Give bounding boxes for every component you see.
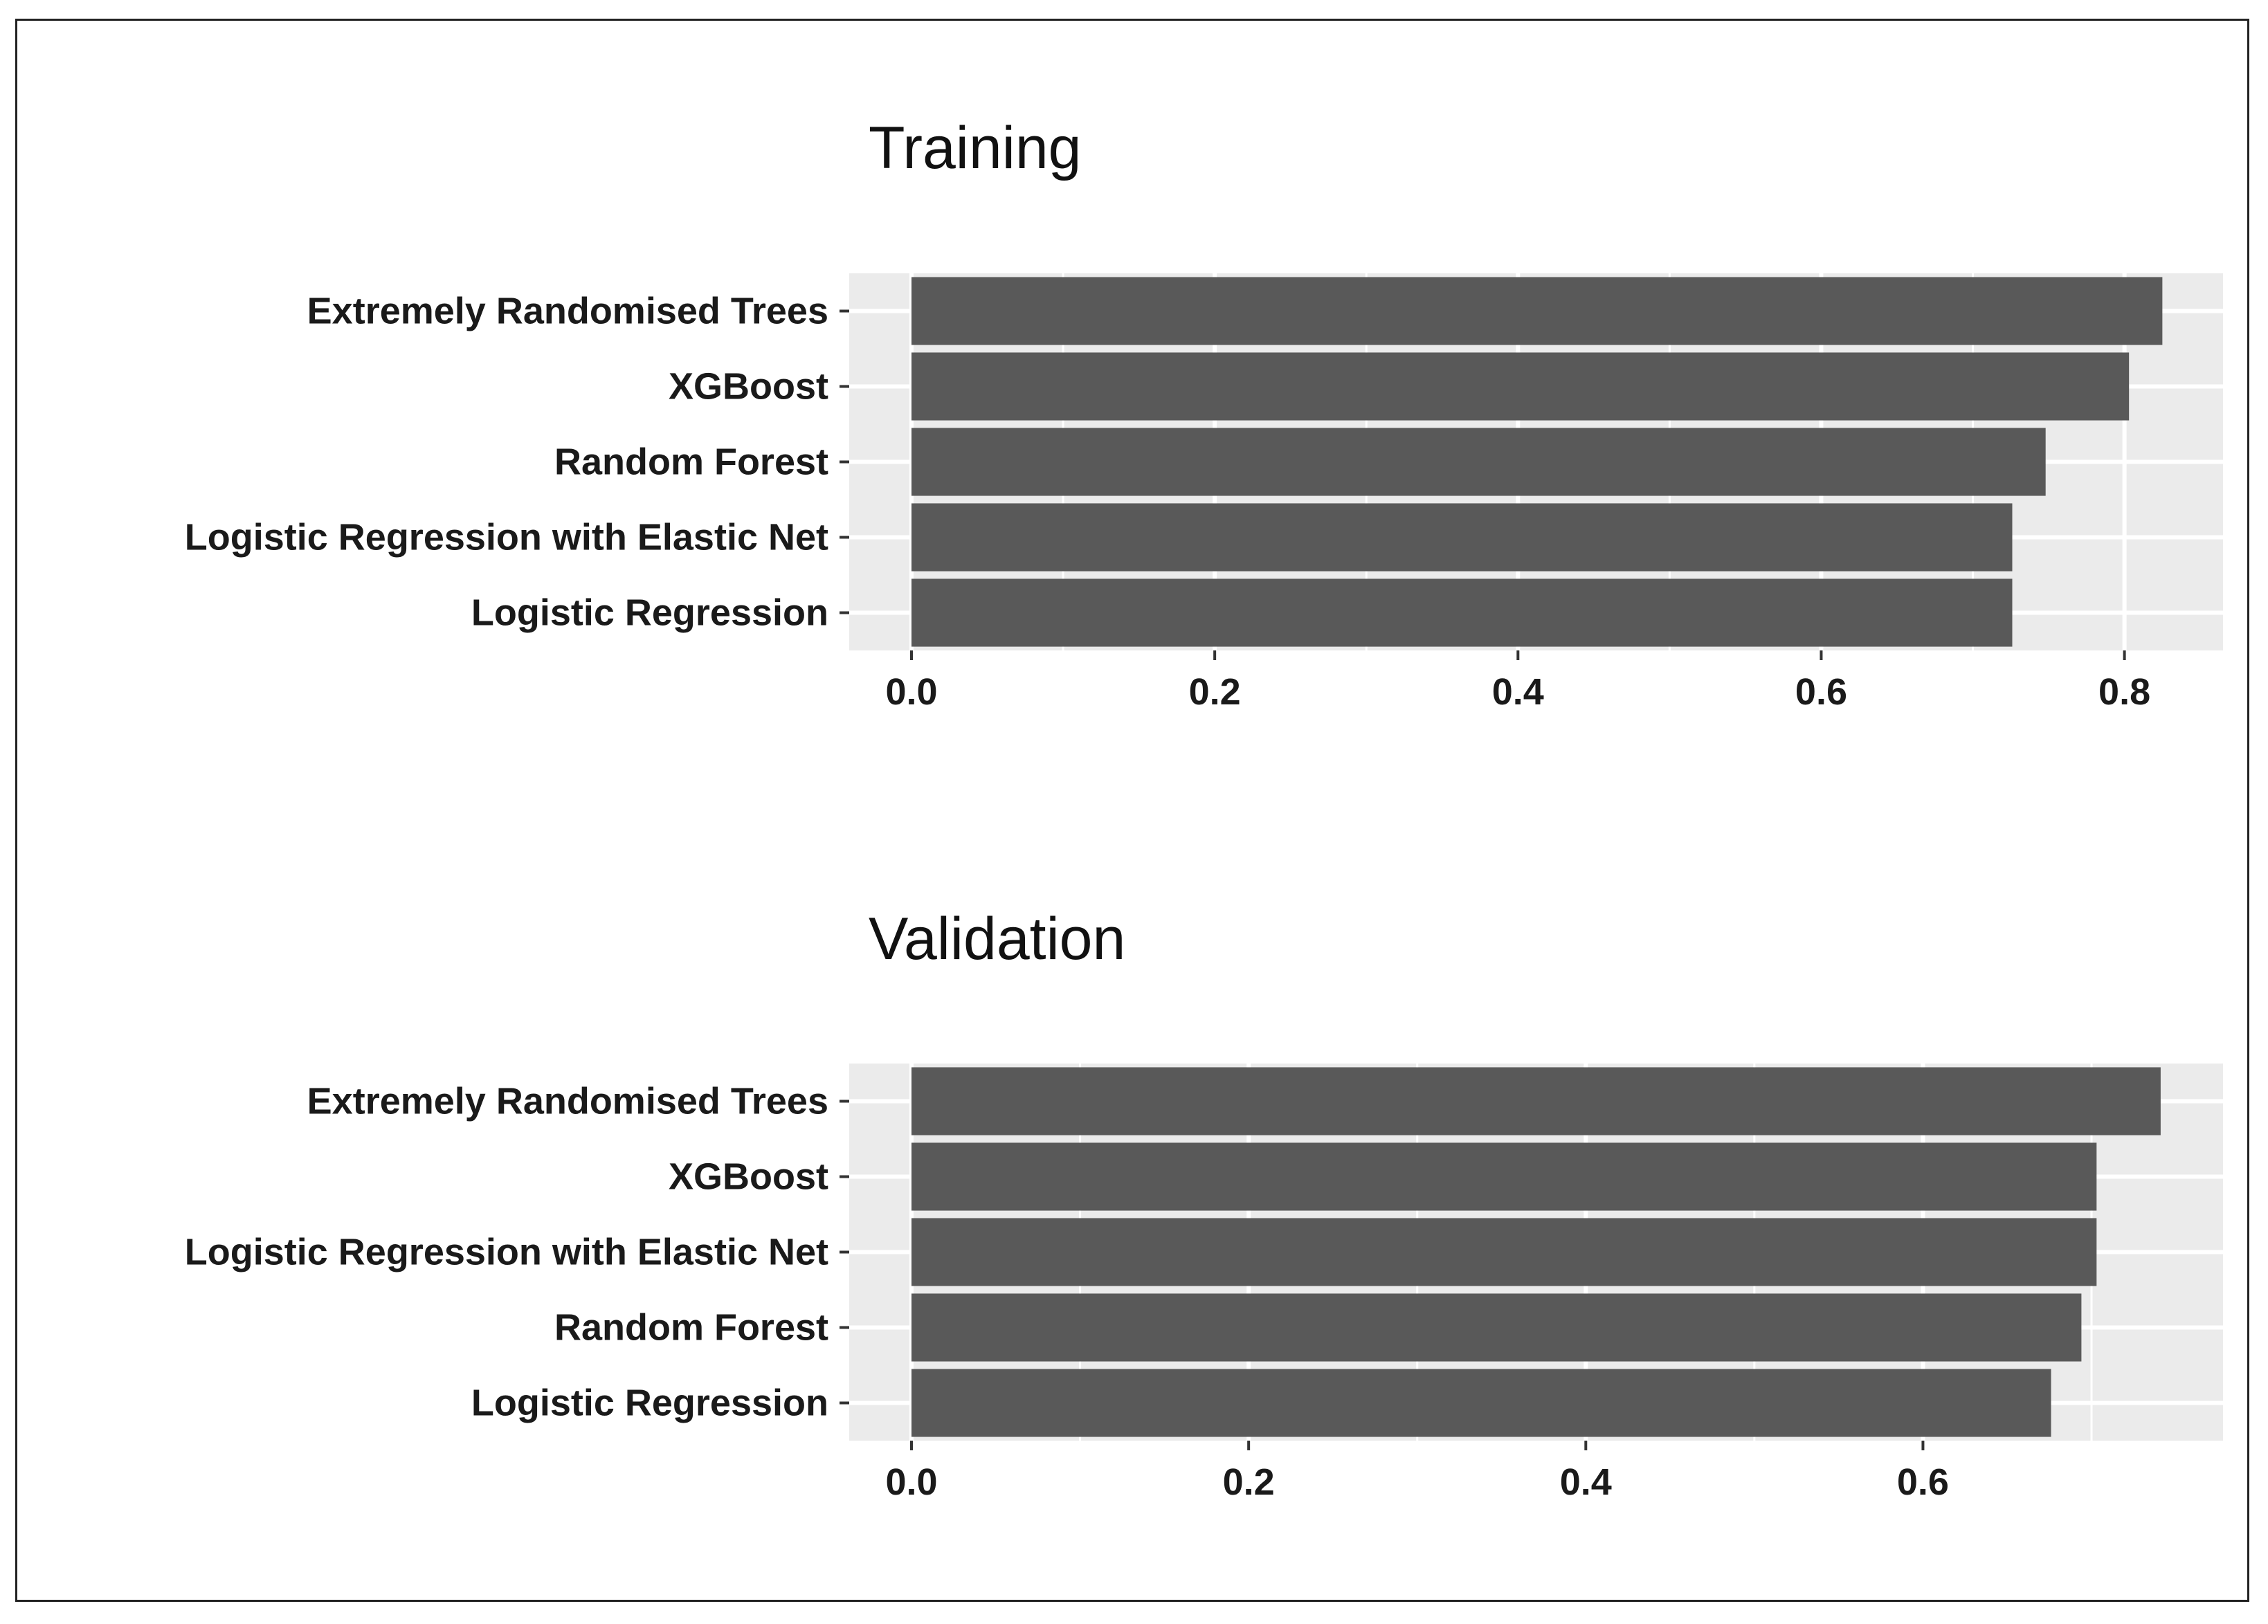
training-xtick-label: 0.4 [1492, 671, 1544, 713]
training-bar-logistic-regression-with-elastic-net [911, 503, 2013, 572]
validation-panel: Validation Logistic Regression Random For… [185, 906, 2223, 1503]
training-xtick-label: 0.0 [885, 671, 937, 713]
training-bar-extremely-randomised-trees [911, 277, 2163, 345]
validation-xtick-label: 0.6 [1897, 1461, 1949, 1503]
training-xtick-label: 0.2 [1189, 671, 1241, 713]
training-title: Training [869, 115, 1082, 181]
validation-xtick-label: 0.4 [1560, 1461, 1612, 1503]
validation-category-label-logistic-regression: Logistic Regression [471, 1383, 828, 1424]
training-category-label-xgboost: XGBoost [669, 366, 828, 408]
training-xtick-label: 0.6 [1795, 671, 1847, 713]
training-category-label-random-forest: Random Forest [554, 441, 828, 483]
validation-bar-extremely-randomised-trees [911, 1067, 2161, 1135]
validation-bar-logistic-regression [911, 1369, 2051, 1437]
validation-title: Validation [869, 906, 1125, 972]
validation-category-label-extremely-randomised-trees: Extremely Randomised Trees [307, 1081, 828, 1122]
validation-category-label-xgboost: XGBoost [669, 1156, 828, 1198]
training-bar-random-forest [911, 428, 2046, 496]
training-bar-logistic-regression [911, 578, 2013, 647]
validation-bar-logistic-regression-with-elastic-net [911, 1218, 2097, 1286]
validation-xtick-label: 0.2 [1223, 1461, 1275, 1503]
training-category-label-extremely-randomised-trees: Extremely Randomised Trees [307, 291, 828, 332]
training-xtick-label: 0.8 [2098, 671, 2150, 713]
validation-xtick-label: 0.0 [885, 1461, 937, 1503]
training-panel: Training Logistic Regression Logistic Reg… [185, 115, 2223, 713]
validation-category-label-random-forest: Random Forest [554, 1307, 828, 1349]
validation-bar-xgboost [911, 1142, 2097, 1211]
validation-bar-random-forest [911, 1293, 2082, 1362]
training-bar-xgboost [911, 352, 2130, 421]
training-category-label-logistic-regression: Logistic Regression [471, 592, 828, 634]
training-category-label-logistic-regression-with-elastic-net: Logistic Regression with Elastic Net [185, 517, 828, 558]
validation-category-label-logistic-regression-with-elastic-net: Logistic Regression with Elastic Net [185, 1232, 828, 1273]
